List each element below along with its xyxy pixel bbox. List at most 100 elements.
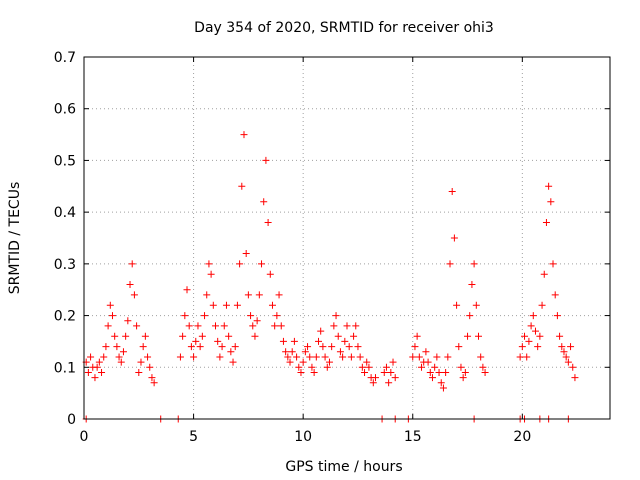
data-point <box>310 368 318 376</box>
data-point <box>242 250 250 258</box>
data-point <box>293 353 301 361</box>
data-point <box>111 332 119 340</box>
data-point <box>144 353 152 361</box>
data-point <box>442 368 450 376</box>
x-axis-label: GPS time / hours <box>285 459 402 475</box>
data-point <box>244 291 252 299</box>
data-point <box>424 358 432 366</box>
data-point <box>409 353 417 361</box>
data-point <box>371 374 379 382</box>
data-point <box>87 353 95 361</box>
data-point <box>336 348 344 356</box>
data-point <box>439 384 447 392</box>
data-point <box>466 312 474 320</box>
data-point <box>194 322 202 330</box>
data-point <box>516 353 524 361</box>
data-point <box>133 322 141 330</box>
data-point <box>553 312 561 320</box>
data-point <box>275 291 283 299</box>
data-point <box>521 332 529 340</box>
data-point <box>203 291 211 299</box>
data-point <box>453 301 461 309</box>
data-point <box>150 379 158 387</box>
data-point <box>437 379 445 387</box>
plot-frame <box>83 56 611 420</box>
y-tick-label: 0.2 <box>54 309 76 325</box>
data-point <box>446 260 454 268</box>
data-point <box>448 187 456 195</box>
data-point <box>247 312 255 320</box>
data-point <box>461 368 469 376</box>
data-point <box>481 368 489 376</box>
data-point <box>108 312 116 320</box>
data-point <box>339 353 347 361</box>
data-point <box>115 353 123 361</box>
x-tick-label: 10 <box>294 429 312 445</box>
data-point <box>277 322 285 330</box>
data-point <box>185 322 193 330</box>
data-point <box>321 353 329 361</box>
data-point <box>418 363 426 371</box>
data-point <box>459 374 467 382</box>
data-point <box>266 270 274 278</box>
data-point <box>290 337 298 345</box>
data-point <box>536 332 544 340</box>
data-point <box>387 368 395 376</box>
data-point <box>549 260 557 268</box>
data-point <box>343 322 351 330</box>
data-point <box>106 301 114 309</box>
data-point <box>209 301 217 309</box>
data-point <box>365 363 373 371</box>
data-point <box>540 270 548 278</box>
data-point <box>137 358 145 366</box>
data-point <box>238 182 246 190</box>
data-point <box>323 363 331 371</box>
data-point <box>284 353 292 361</box>
data-point <box>183 286 191 294</box>
data-point <box>385 379 393 387</box>
data-point <box>542 218 550 226</box>
data-point <box>113 343 121 351</box>
data-point <box>534 343 542 351</box>
data-point <box>523 353 531 361</box>
data-point <box>130 291 138 299</box>
data-point <box>231 343 239 351</box>
data-point <box>179 332 187 340</box>
data-point <box>389 358 397 366</box>
data-point <box>222 301 230 309</box>
data-point <box>330 322 338 330</box>
data-point <box>422 348 430 356</box>
data-point <box>413 332 421 340</box>
data-point <box>551 291 559 299</box>
data-point <box>299 358 307 366</box>
data-point <box>334 332 342 340</box>
data-point <box>361 368 369 376</box>
y-tick-label: 0.4 <box>54 205 76 221</box>
data-point <box>304 343 312 351</box>
data-point <box>262 156 270 164</box>
data-point <box>236 260 244 268</box>
data-point <box>251 332 259 340</box>
data-point <box>233 301 241 309</box>
data-point <box>319 343 327 351</box>
data-point <box>227 348 235 356</box>
data-point <box>558 343 566 351</box>
data-point <box>225 332 233 340</box>
data-point <box>297 368 305 376</box>
data-point <box>249 322 257 330</box>
data-point <box>181 312 189 320</box>
data-point <box>455 343 463 351</box>
data-point <box>187 343 195 351</box>
data-point <box>124 317 132 325</box>
data-point <box>358 363 366 371</box>
x-tick-label: 20 <box>513 429 531 445</box>
data-point <box>271 322 279 330</box>
data-point <box>198 332 206 340</box>
data-point <box>192 337 200 345</box>
data-point <box>569 363 577 371</box>
data-point <box>356 353 364 361</box>
data-point <box>306 353 314 361</box>
data-point <box>369 379 377 387</box>
